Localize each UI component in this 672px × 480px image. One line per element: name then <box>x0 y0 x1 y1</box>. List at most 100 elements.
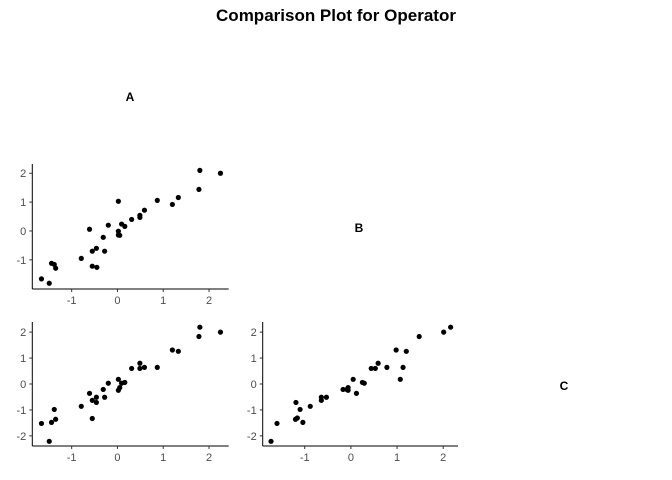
y-tick-label-a-c: -1 <box>17 405 27 417</box>
point-a-b <box>137 214 143 221</box>
point-a-b <box>197 167 203 173</box>
x-tick-label-b-c: 0 <box>348 452 354 464</box>
point-a-c <box>93 399 99 406</box>
point-a-c <box>115 376 121 382</box>
point-a-b <box>89 248 95 254</box>
point-a-c <box>38 420 45 427</box>
point-a-b <box>117 232 123 238</box>
y-tick-label-a-c: 1 <box>20 353 26 365</box>
y-tick-label-b-c: 0 <box>251 379 257 391</box>
x-tick-label-b-c: 1 <box>394 452 400 464</box>
y-tick-label-a-b: 0 <box>20 226 26 238</box>
point-a-c <box>53 416 59 422</box>
point-b-c <box>393 347 399 353</box>
point-a-c <box>78 403 84 409</box>
point-b-c <box>345 387 351 393</box>
point-b-c <box>323 394 330 400</box>
point-a-b <box>129 216 135 223</box>
point-a-b <box>78 255 84 261</box>
point-b-c <box>350 376 356 382</box>
point-a-b <box>105 222 111 228</box>
point-b-c <box>416 333 422 340</box>
x-tick-label-a-c: 1 <box>160 452 166 464</box>
point-b-c <box>372 365 378 372</box>
x-tick-label-a-b: -1 <box>67 295 77 307</box>
point-a-b <box>89 263 95 269</box>
point-a-c <box>217 329 224 335</box>
x-tick-label-b-c: 2 <box>440 452 446 464</box>
y-tick-label-a-b: 2 <box>20 168 26 180</box>
point-a-b <box>115 228 121 234</box>
point-a-c <box>51 406 57 413</box>
point-b-c <box>318 397 324 403</box>
point-b-c <box>441 329 447 335</box>
point-a-c <box>93 394 99 400</box>
point-b-c <box>361 380 367 386</box>
point-a-c <box>154 364 160 370</box>
diagonal-label-a: A <box>125 90 135 104</box>
point-b-c <box>294 415 300 421</box>
x-tick-label-a-c: -1 <box>67 452 77 464</box>
point-b-c <box>397 376 403 382</box>
x-tick-label-a-c: 2 <box>206 452 212 464</box>
point-b-c <box>384 364 390 370</box>
point-b-c <box>448 324 454 330</box>
point-a-c <box>169 347 175 353</box>
point-a-b <box>169 201 175 208</box>
x-tick-label-a-b: 0 <box>114 295 120 307</box>
point-a-b <box>154 197 160 203</box>
point-b-c <box>293 399 299 406</box>
x-tick-label-a-b: 2 <box>206 295 212 307</box>
point-a-b <box>102 248 108 254</box>
point-b-c <box>375 360 381 366</box>
point-a-c <box>137 365 143 372</box>
diagonal-label-c: C <box>559 379 569 393</box>
point-a-b <box>122 223 128 229</box>
point-b-c <box>403 348 409 354</box>
point-a-c <box>141 364 148 370</box>
y-tick-label-a-c: 2 <box>20 327 26 339</box>
point-a-c <box>89 397 95 403</box>
diagonal-label-b: B <box>354 221 364 235</box>
point-b-c <box>297 406 303 413</box>
point-a-c <box>46 438 52 444</box>
y-tick-label-a-c: 0 <box>20 379 26 391</box>
point-a-c <box>175 348 181 354</box>
point-b-c <box>268 438 274 444</box>
x-tick-label-a-c: 0 <box>114 452 120 464</box>
point-b-c <box>368 365 374 372</box>
chart-title: Comparison Plot for Operator <box>216 6 456 25</box>
point-b-c <box>340 386 346 393</box>
point-a-b <box>196 186 202 193</box>
x-tick-label-a-b: 1 <box>160 295 166 307</box>
point-a-b <box>115 198 121 204</box>
x-tick-label-b-c: -1 <box>300 452 310 464</box>
point-b-c <box>274 420 280 427</box>
point-a-c <box>137 360 143 366</box>
point-a-b <box>94 264 100 270</box>
point-a-b <box>38 276 45 282</box>
point-a-c <box>100 386 106 393</box>
point-b-c <box>300 419 306 425</box>
point-b-c <box>353 390 360 396</box>
y-tick-label-b-c: 1 <box>251 353 257 365</box>
point-a-c <box>48 419 55 425</box>
point-a-b <box>46 280 52 286</box>
point-a-c <box>102 394 108 400</box>
point-a-b <box>175 194 181 201</box>
point-a-c <box>89 415 95 422</box>
point-a-c <box>196 333 202 340</box>
point-a-c <box>197 324 203 330</box>
point-a-b <box>141 207 148 213</box>
y-tick-label-b-c: -2 <box>247 431 257 443</box>
point-a-b <box>93 245 99 251</box>
point-a-c <box>129 365 135 372</box>
y-tick-label-b-c: -1 <box>247 405 257 417</box>
point-a-b <box>217 170 224 176</box>
point-a-c <box>86 390 93 396</box>
y-tick-label-a-c: -2 <box>17 431 27 443</box>
point-b-c <box>307 403 313 409</box>
point-a-b <box>100 234 106 240</box>
point-a-c <box>105 380 111 386</box>
